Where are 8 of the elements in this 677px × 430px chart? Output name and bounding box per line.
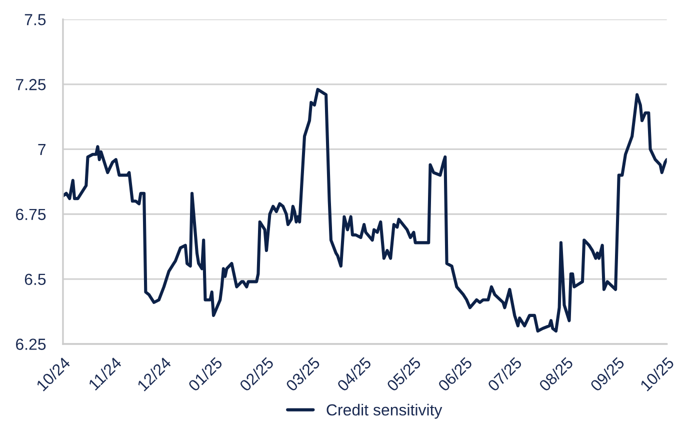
y-tick-label: 7 — [38, 144, 46, 155]
y-tick-label: 6.25 — [16, 338, 46, 350]
line-series — [62, 88, 667, 333]
y-tick-label: 6.5 — [24, 274, 46, 286]
y-tick-label: 7.25 — [16, 78, 46, 90]
y-tick-label: 7.5 — [24, 14, 46, 26]
legend-label: Credit sensitivity — [326, 404, 442, 419]
y-tick-label: 6.75 — [16, 208, 46, 220]
